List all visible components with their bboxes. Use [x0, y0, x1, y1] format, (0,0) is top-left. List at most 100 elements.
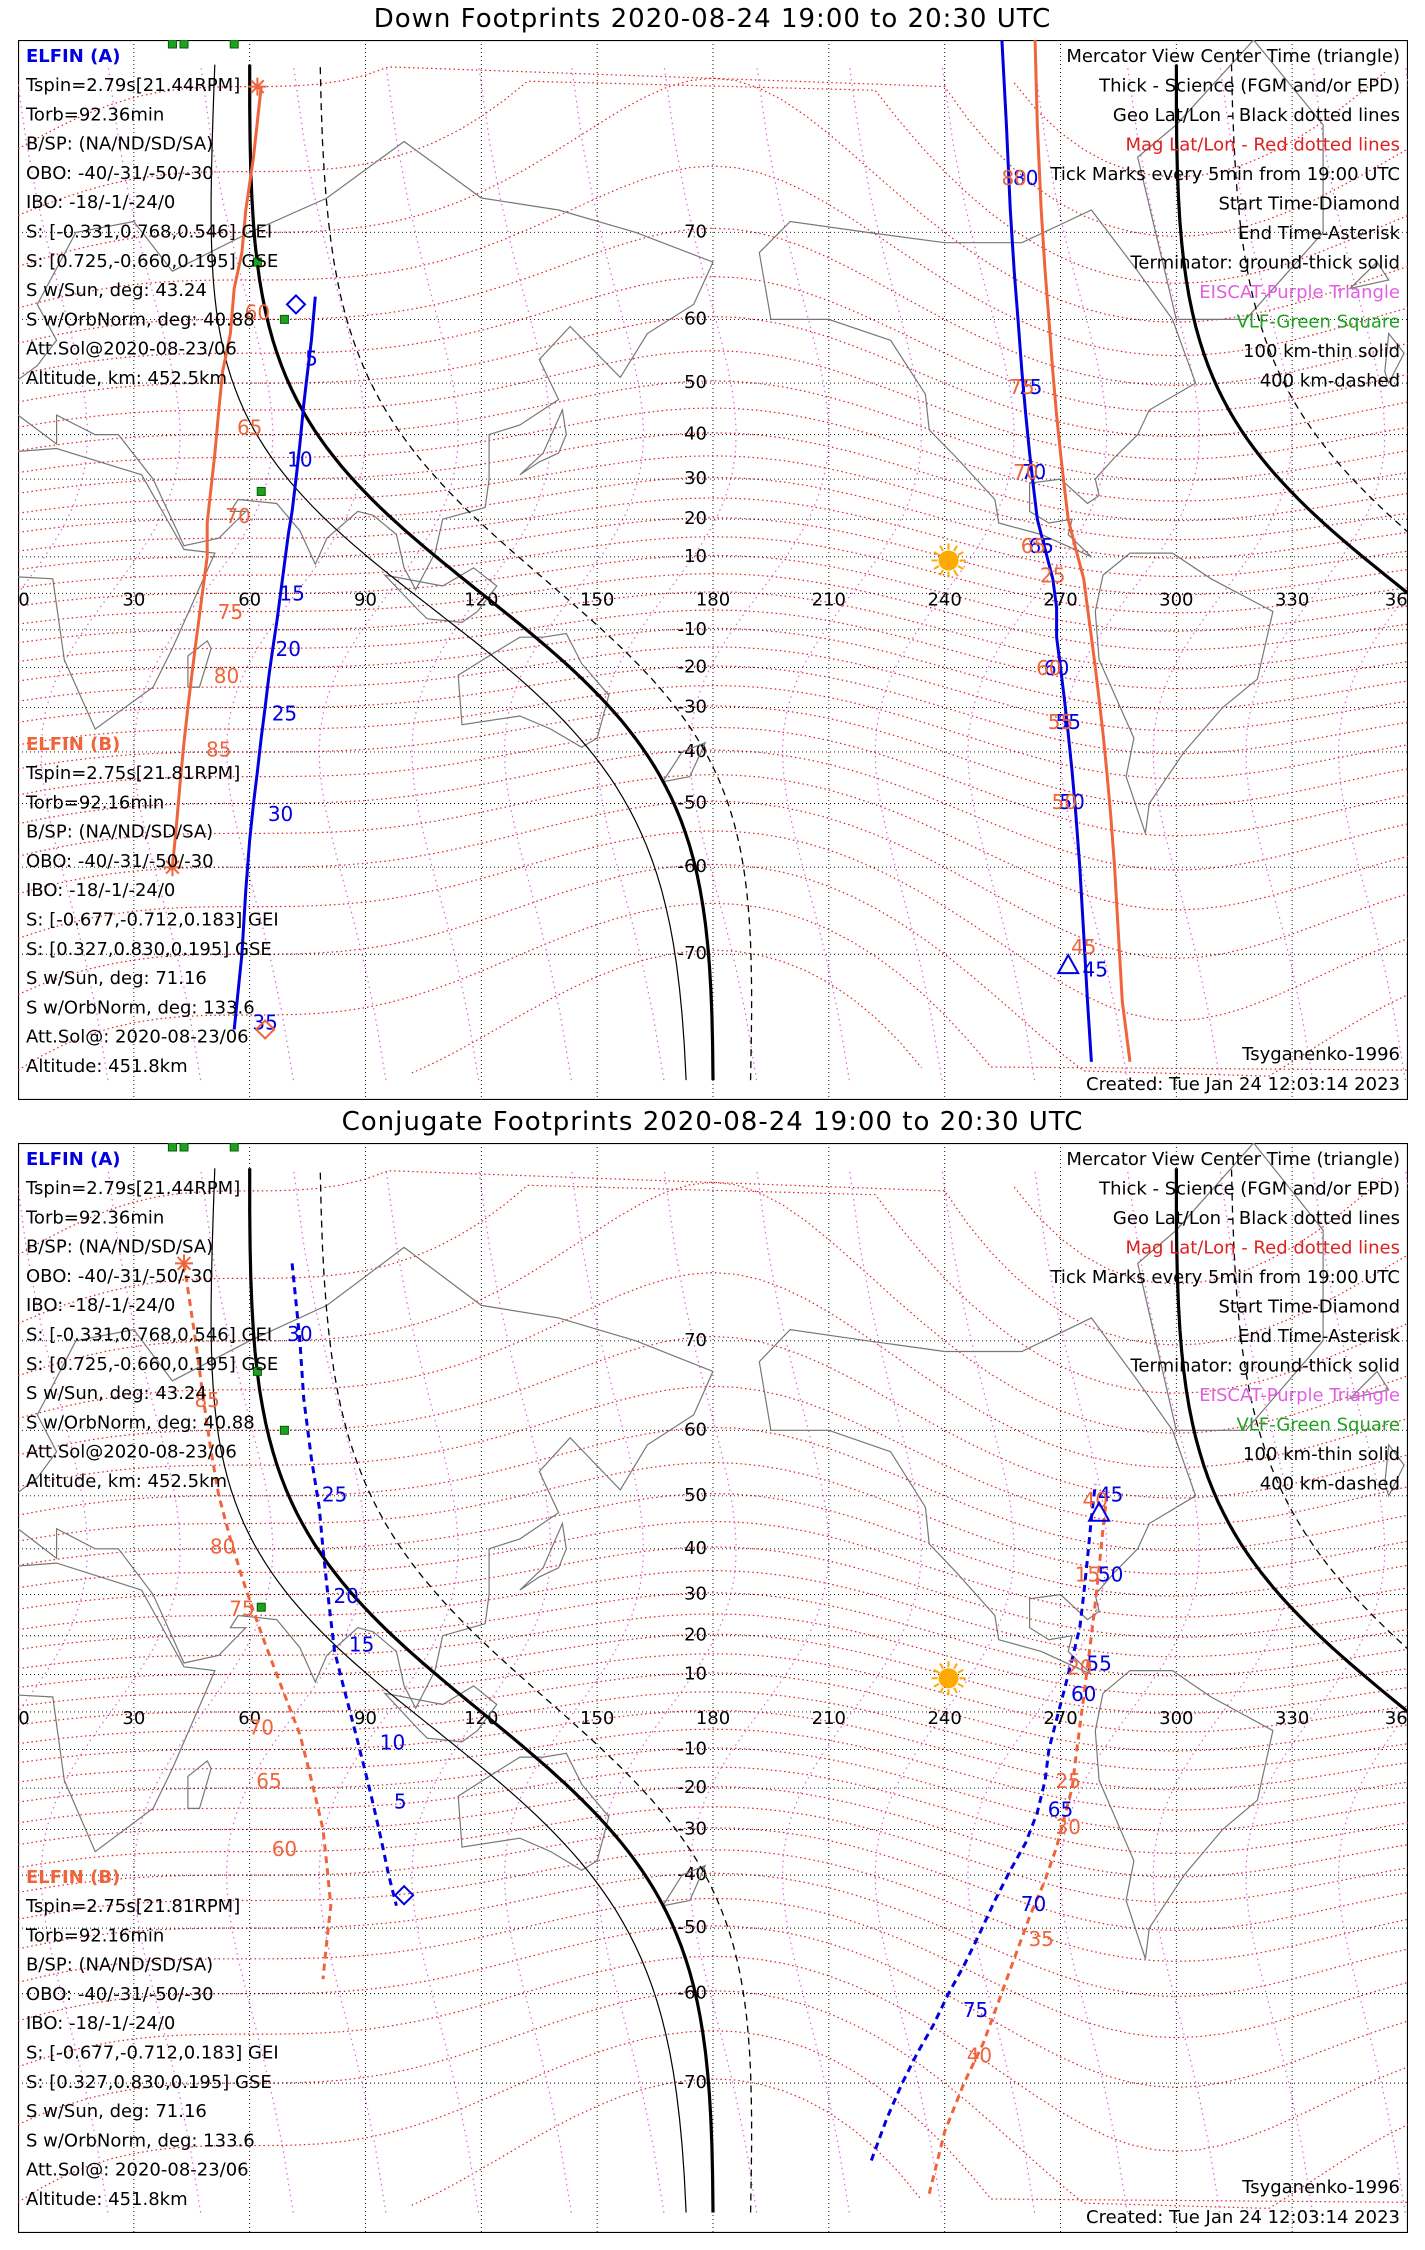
mag-lon-line	[596, 1168, 737, 2213]
track-time-tick: 25	[1055, 1769, 1080, 1793]
footprint-track-a	[1000, 40, 1093, 1062]
lat-tick-label: -50	[678, 793, 707, 814]
elfin-b-param: IBO: -18/-1/-24/0	[26, 2013, 175, 2034]
mag-lat-line	[18, 1925, 1408, 2089]
elfin-b-param: S w/Sun, deg: 71.16	[26, 968, 207, 989]
track-time-tick: 25	[272, 701, 297, 725]
elfin-a-param: S: [0.725,-0.660,0.195] GSE	[26, 1354, 278, 1375]
conjugate-footprints-map: 0306090120150180210240270300330360706050…	[18, 1143, 1408, 2233]
track-time-tick: 55	[1048, 710, 1073, 734]
track-time-tick: 75	[963, 1998, 988, 2022]
lat-tick-label: 20	[684, 1625, 707, 1646]
end-asterisk-icon	[248, 77, 267, 96]
elfin-a-param: IBO: -18/-1/-24/0	[26, 192, 175, 213]
mag-lat-line	[18, 1806, 1408, 1904]
elfin-a-param: S: [-0.331,0.768,0.546] GEI	[26, 1325, 272, 1346]
mag-lat-line	[18, 646, 1408, 732]
sun-ray	[933, 1682, 940, 1688]
mag-lat-line	[18, 554, 1408, 632]
lat-tick-label: -20	[678, 656, 707, 677]
lat-tick-label: -50	[678, 1917, 707, 1938]
start-diamond-icon	[285, 293, 307, 315]
vlf-station-square	[256, 486, 266, 496]
mag-lat-line	[18, 476, 1408, 559]
track-time-tick: 50	[1098, 1562, 1123, 1586]
axis-labels: 0306090120150180210240270300330360706050…	[18, 221, 1408, 964]
coastline	[18, 1562, 216, 1853]
track-time-tick: 35	[1028, 1927, 1053, 1951]
terminator-400km	[319, 64, 753, 1081]
lat-tick-label: 50	[684, 1485, 707, 1506]
legend-entry: EISCAT-Purple Triangle	[1199, 282, 1400, 303]
lon-tick-label: 330	[1275, 1708, 1309, 1729]
coastline	[1094, 1670, 1274, 1959]
elfin-b-param: Torb=92.16min	[25, 1925, 164, 1946]
elfin-b-name: ELFIN (B)	[26, 734, 120, 755]
elfin-a-param: IBO: -18/-1/-24/0	[26, 1295, 175, 1316]
legend-entry: EISCAT-Purple Triangle	[1199, 1385, 1400, 1406]
mag-lat-line	[18, 773, 1408, 911]
legend-entry: Tick Marks every 5min from 19:00 UTC	[1049, 164, 1400, 185]
footprint-track-b	[170, 86, 263, 868]
elfin-b-param: S: [-0.677,-0.712,0.183] GEI	[26, 910, 279, 931]
mag-lat-line	[18, 800, 1408, 960]
sun-disc	[938, 550, 959, 571]
mag-lat-line	[18, 350, 1408, 460]
coastline	[383, 1685, 498, 1743]
mag-lat-line	[18, 1849, 1408, 1963]
elfin-b-param: S w/OrbNorm, deg: 133.6	[26, 997, 255, 1018]
mag-lat-line	[411, 949, 922, 1074]
lon-tick-label: 0	[18, 589, 29, 610]
elfin-b-param: S: [-0.677,-0.712,0.183] GEI	[26, 2043, 279, 2064]
elfin-a-name: ELFIN (A)	[26, 46, 120, 67]
track-time-tick: 75	[229, 1597, 254, 1621]
terminator-ground	[248, 1168, 715, 2213]
lon-tick-label: 30	[122, 589, 145, 610]
vlf-station-square	[167, 40, 177, 49]
elfin-b-info: ELFIN (B) Tspin=2.75s[21.81RPM] Torb=92.16…	[25, 1867, 279, 2210]
track-time-tick: 60	[272, 1837, 297, 1861]
panel-title-down: Down Footprints 2020-08-24 19:00 to 20:3…	[373, 4, 1052, 34]
lat-tick-label: 60	[684, 308, 707, 329]
start-diamond-icon	[254, 1019, 276, 1040]
track-time-tick: 75	[1017, 375, 1042, 399]
track-time-tick: 70	[1021, 1892, 1046, 1916]
elfin-a-param: S: [-0.331,0.768,0.546] GEI	[26, 222, 272, 243]
mag-lat-line	[18, 591, 1408, 670]
geo-grid	[18, 1143, 1408, 2233]
sun-ray	[957, 565, 964, 570]
legend-entry: Start Time-Diamond	[1218, 1297, 1400, 1318]
mag-lat-line	[18, 573, 1408, 651]
elfin-a-param: OBO: -40/-31/-50/-30	[26, 163, 214, 184]
track-time-tick: 55	[1055, 710, 1080, 734]
mag-lon-line	[18, 1183, 89, 1713]
created-timestamp: Created: Tue Jan 24 12:03:14 2023	[1086, 2207, 1400, 2228]
asterisk-stroke	[165, 860, 180, 875]
legend-entry: Mercator View Center Time (triangle)	[1066, 1149, 1400, 1170]
elfin-a-info: ELFIN (A) Tspin=2.79s[21.44RPM] Torb=92.36…	[25, 1149, 278, 1492]
credits: Tsyganenko-1996 Created: Tue Jan 24 12:03…	[1086, 2177, 1400, 2228]
legend-entry: Thick - Science (FGM and/or EPD)	[1098, 1179, 1400, 1200]
lon-tick-label: 90	[354, 589, 377, 610]
coastlines	[18, 1143, 1405, 1959]
lon-tick-label: 90	[354, 1708, 377, 1729]
legend-entry: Tick Marks every 5min from 19:00 UTC	[1049, 1267, 1400, 1288]
footprint-track-b	[1033, 40, 1132, 1062]
elfin-b-param: B/SP: (NA/ND/SD/SA)	[26, 822, 213, 843]
mag-lat-line	[18, 66, 1408, 238]
elfin-a-param: S w/Sun, deg: 43.24	[26, 1383, 207, 1404]
vlf-station-square	[252, 257, 262, 267]
lon-tick-label: 360	[1385, 589, 1408, 610]
elfin-a-param: OBO: -40/-31/-50/-30	[26, 1266, 214, 1287]
elfin-b-param: OBO: -40/-31/-50/-30	[26, 851, 214, 872]
lon-tick-label: 210	[812, 589, 846, 610]
lon-tick-label: 300	[1159, 1708, 1193, 1729]
lat-tick-label: -70	[678, 943, 707, 964]
coastline	[519, 1521, 567, 1591]
coastline	[18, 1246, 714, 1710]
model-name: Tsyganenko-1996	[1241, 1044, 1400, 1065]
model-name: Tsyganenko-1996	[1241, 2177, 1400, 2198]
elfin-a-param: B/SP: (NA/ND/SD/SA)	[26, 134, 213, 155]
mag-lat-line	[18, 1785, 1408, 1878]
mag-lat-line	[18, 455, 1408, 541]
